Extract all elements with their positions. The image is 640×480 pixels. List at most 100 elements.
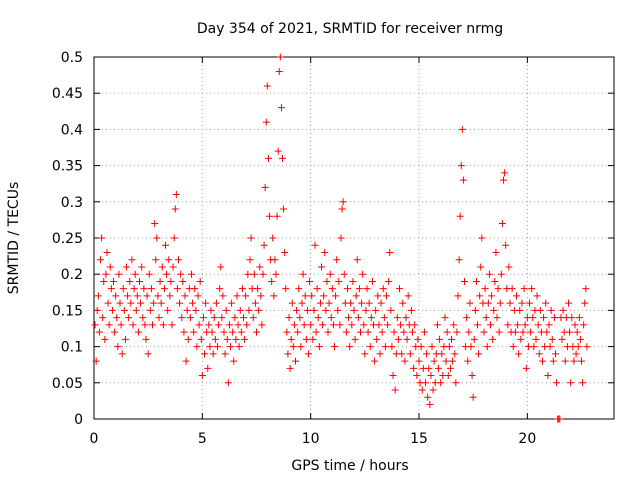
data-point: [539, 357, 546, 365]
data-point: [191, 285, 199, 293]
data-point: [293, 306, 301, 314]
data-point: [327, 314, 335, 322]
data-point: [105, 321, 113, 329]
data-point: [573, 328, 581, 336]
data-point: [112, 292, 120, 300]
data-point: [158, 263, 166, 271]
data-point: [302, 335, 310, 343]
data-point: [245, 306, 253, 314]
data-point: [236, 306, 244, 314]
data-point: [228, 299, 236, 307]
data-point: [410, 364, 418, 372]
data-point: [542, 299, 550, 307]
data-point: [547, 306, 555, 314]
data-point: [383, 292, 390, 300]
data-point: [561, 357, 569, 365]
data-point: [399, 299, 407, 307]
y-tick-label: 0.2: [61, 267, 83, 283]
data-point: [175, 256, 182, 264]
data-point: [125, 314, 133, 322]
data-point: [481, 285, 489, 293]
data-point: [331, 343, 338, 351]
data-point: [121, 335, 129, 343]
y-tick-label: 0.05: [52, 376, 83, 392]
data-point: [367, 314, 375, 322]
data-point: [97, 256, 104, 264]
data-point: [184, 335, 192, 343]
data-point: [493, 314, 501, 322]
data-point: [296, 314, 304, 322]
y-tick-label: 0.4: [61, 122, 83, 138]
x-tick-label: 20: [518, 431, 536, 447]
data-point: [270, 292, 278, 300]
data-point: [336, 321, 344, 329]
data-point: [483, 343, 491, 351]
data-point: [133, 292, 141, 300]
data-point: [94, 292, 102, 300]
data-point: [544, 372, 552, 380]
data-point: [579, 379, 587, 387]
data-point: [449, 357, 457, 365]
data-point: [407, 306, 415, 314]
data-point: [575, 314, 583, 322]
data-point: [246, 256, 254, 264]
data-point: [534, 321, 542, 329]
data-point: [207, 306, 215, 314]
data-point: [190, 328, 198, 336]
data-point: [206, 343, 214, 351]
data-point: [220, 328, 228, 336]
data-point: [152, 256, 160, 264]
data-point: [229, 328, 237, 336]
data-point: [504, 321, 512, 329]
data-point: [176, 299, 184, 307]
data-point: [346, 343, 354, 351]
data-point: [114, 343, 122, 351]
data-point: [101, 335, 109, 343]
data-point: [272, 270, 280, 278]
data-point: [354, 314, 362, 322]
data-point: [136, 277, 143, 285]
data-point: [295, 285, 303, 293]
data-point: [508, 285, 516, 293]
data-point: [413, 372, 421, 380]
data-point: [390, 328, 398, 336]
data-point: [266, 212, 273, 220]
data-point: [374, 292, 382, 300]
data-point: [310, 306, 318, 314]
data-point: [167, 277, 175, 285]
data-point: [119, 285, 127, 293]
data-point: [404, 292, 412, 300]
data-point: [264, 154, 272, 162]
data-point: [194, 292, 202, 300]
data-point: [358, 299, 366, 307]
data-point: [163, 270, 171, 278]
data-point: [307, 321, 315, 329]
data-point: [448, 335, 455, 343]
data-point: [582, 285, 590, 293]
data-point: [146, 306, 154, 314]
data-point: [179, 277, 187, 285]
y-tick-label: 0: [74, 412, 83, 428]
data-point: [359, 270, 367, 278]
data-point: [482, 314, 490, 322]
data-point: [450, 321, 458, 329]
data-point: [344, 285, 351, 293]
y-tick-label: 0.25: [52, 231, 83, 247]
data-point: [234, 321, 242, 329]
y-tick-label: 0.15: [52, 303, 83, 319]
data-point: [170, 234, 178, 242]
data-point: [253, 328, 260, 336]
data-point: [271, 256, 279, 264]
data-point: [428, 343, 436, 351]
data-point: [205, 321, 213, 329]
data-point: [385, 277, 393, 285]
data-point: [443, 328, 451, 336]
data-point: [141, 321, 149, 329]
data-point: [451, 350, 459, 358]
data-point: [400, 328, 408, 336]
x-tick-label: 10: [302, 431, 320, 447]
data-point: [142, 335, 150, 343]
y-axis-label: SRMTID / TECUs: [6, 182, 22, 295]
data-point: [332, 292, 340, 300]
data-point: [484, 299, 492, 307]
